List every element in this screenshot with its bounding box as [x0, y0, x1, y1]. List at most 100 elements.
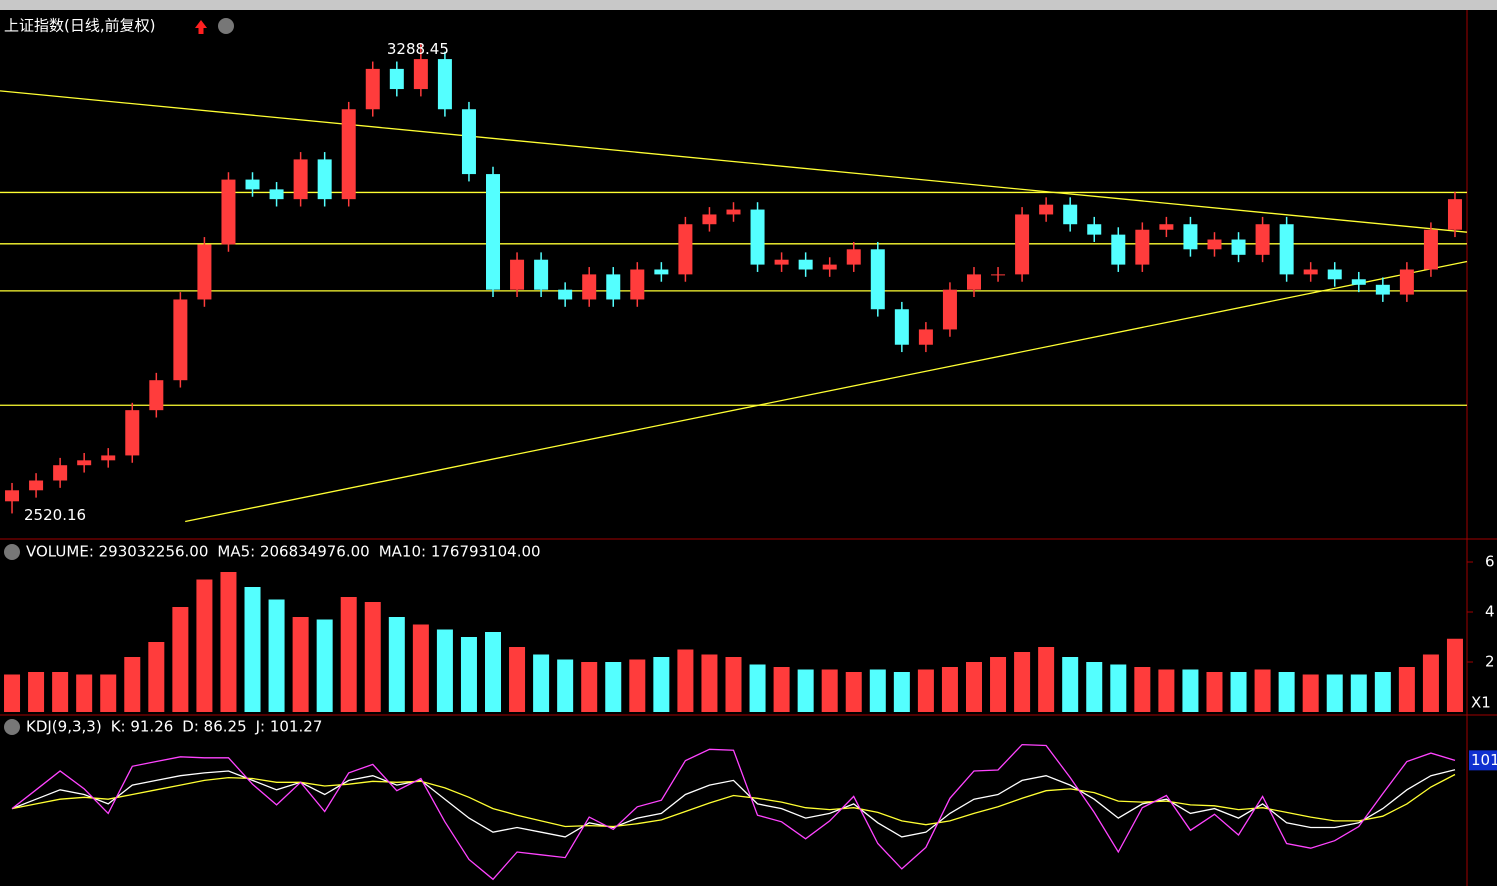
volume-bar	[220, 572, 237, 712]
candle-body	[798, 259, 813, 270]
volume-bar	[773, 667, 790, 712]
candle-body	[245, 179, 260, 190]
candle-body	[221, 179, 236, 245]
panel-header: D: 86.25	[182, 718, 246, 736]
volume-bar	[1254, 669, 1271, 712]
volume-bar	[1446, 638, 1463, 712]
candle-body	[942, 289, 957, 330]
candle-body	[534, 259, 549, 290]
candle-body	[1303, 269, 1318, 275]
candle-body	[317, 159, 332, 200]
candle-body	[678, 224, 693, 275]
volume-bar	[725, 657, 742, 712]
candle-body	[101, 455, 116, 461]
volume-bar	[1278, 672, 1295, 712]
candle-body	[197, 244, 212, 300]
volume-bar	[316, 619, 333, 712]
volume-bar	[485, 632, 502, 712]
up-icon	[195, 20, 207, 34]
volume-bar	[436, 629, 453, 712]
panel-header: MA10: 176793104.00	[379, 543, 541, 561]
candle-body	[29, 480, 44, 491]
candle-body	[1351, 279, 1366, 285]
volume-bar	[749, 664, 766, 712]
volume-bar	[653, 657, 670, 712]
volume-bar	[292, 617, 309, 712]
y-tick-label: 2	[1485, 653, 1495, 671]
candle-body	[365, 68, 380, 110]
candle-body	[1423, 229, 1438, 270]
multiplier-label: X1	[1471, 694, 1491, 712]
candle-body	[77, 460, 92, 466]
candle-body	[173, 299, 188, 381]
candle-body	[630, 269, 645, 300]
volume-bar	[845, 672, 862, 712]
current-label: 101	[1471, 751, 1497, 769]
kdj-line	[11, 769, 1456, 838]
volume-bar	[1302, 674, 1319, 712]
volume-bar	[100, 674, 117, 712]
candle-body	[341, 109, 356, 200]
kdj-line	[11, 743, 1456, 881]
panel-header: MA5: 206834976.00	[217, 543, 369, 561]
candle-body	[437, 59, 452, 110]
volume-bar	[1062, 657, 1079, 712]
volume-bar	[1110, 664, 1127, 712]
candle-body	[461, 109, 476, 175]
volume-bar	[364, 602, 381, 712]
trend-line	[0, 90, 1468, 233]
candle-body	[1327, 269, 1342, 280]
volume-bar	[1326, 674, 1343, 712]
candle-body	[991, 274, 1006, 276]
candle-body	[1207, 239, 1222, 250]
menu-icon	[218, 18, 234, 34]
volume-bar	[869, 669, 886, 712]
volume-bar	[1206, 672, 1223, 712]
candle-body	[774, 259, 789, 265]
candle-body	[966, 274, 981, 290]
volume-bar	[460, 637, 477, 712]
panel-header: VOLUME: 293032256.00	[26, 543, 208, 561]
volume-bar	[244, 587, 261, 712]
volume-bar	[148, 642, 165, 712]
candle-body	[870, 249, 885, 310]
candle-body	[918, 329, 933, 345]
y-tick-label: 6	[1485, 553, 1495, 571]
volume-bar	[1422, 654, 1439, 712]
candle-body	[822, 264, 837, 270]
candle-body	[1087, 224, 1102, 235]
candle-body	[846, 249, 861, 265]
volume-bar	[941, 667, 958, 712]
candle-body	[894, 309, 909, 345]
low-label: 2520.16	[24, 506, 86, 524]
volume-bar	[52, 672, 69, 712]
candle-body	[1447, 199, 1462, 230]
candle-body	[726, 209, 741, 215]
volume-bar	[4, 674, 21, 712]
volume-bar	[965, 662, 982, 712]
candle-body	[558, 289, 573, 300]
volume-bar	[172, 607, 189, 712]
toolbar	[0, 0, 1497, 10]
candle-body	[1231, 239, 1246, 255]
candle-body	[654, 269, 669, 275]
candle-body	[269, 189, 284, 200]
volume-bar	[821, 669, 838, 712]
volume-bar	[1086, 662, 1103, 712]
candle-body	[1399, 269, 1414, 295]
volume-bar	[28, 672, 45, 712]
candle-body	[486, 174, 501, 290]
current-label-box	[1469, 750, 1497, 771]
menu-icon	[4, 719, 20, 735]
candle-body	[1279, 224, 1294, 275]
volume-bar	[196, 579, 213, 712]
trend-line	[185, 260, 1468, 523]
candle-body	[293, 159, 308, 200]
candle-body	[1111, 234, 1126, 265]
volume-bar	[412, 624, 429, 712]
candle-body	[1183, 224, 1198, 250]
high-label: 3288.45	[387, 40, 449, 58]
volume-bar	[1038, 647, 1055, 712]
volume-bar	[340, 597, 357, 712]
kdj-line	[11, 773, 1456, 828]
